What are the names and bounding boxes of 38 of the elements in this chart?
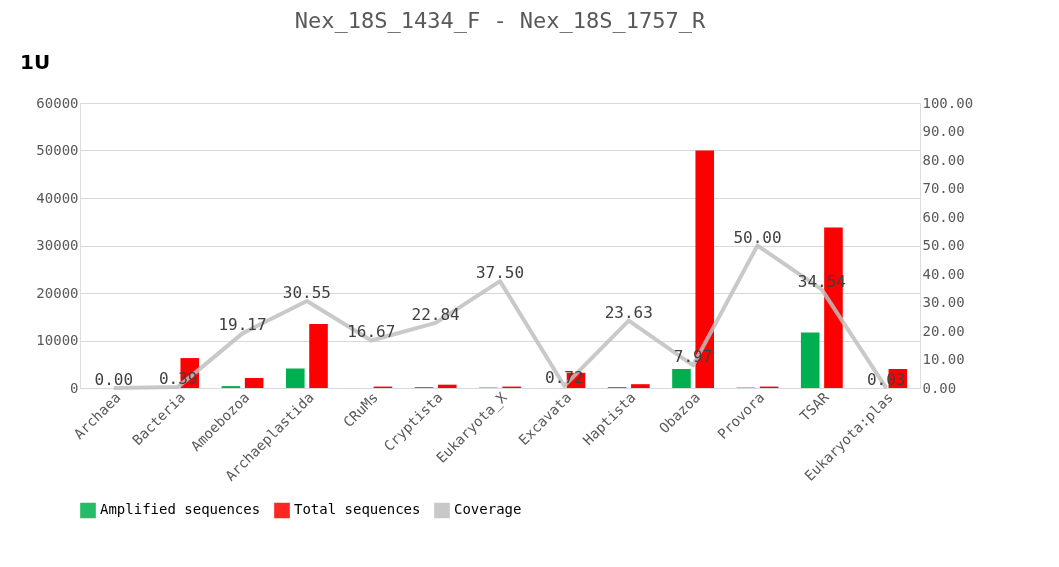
y2-tick-label: 0.00 bbox=[922, 379, 957, 396]
data-label: 23.63 bbox=[604, 302, 653, 322]
y2-tick-label: 70.00 bbox=[922, 180, 965, 196]
bar bbox=[285, 368, 305, 388]
y-tick-label: 40000 bbox=[36, 189, 79, 206]
data-label: 50.00 bbox=[733, 227, 782, 247]
y-tick-label: 60000 bbox=[36, 94, 79, 111]
data-label: 37.50 bbox=[475, 263, 525, 283]
data-label: 22.84 bbox=[411, 304, 460, 324]
y2-tick-label: 90.00 bbox=[922, 123, 965, 139]
data-label: 16.67 bbox=[347, 322, 396, 342]
y-tick-label: 10000 bbox=[36, 332, 79, 348]
bar bbox=[672, 369, 691, 388]
legend-label: Total sequences bbox=[294, 501, 421, 518]
y2-tick-label: 40.00 bbox=[922, 265, 965, 282]
y2-tick-label: 80.00 bbox=[922, 151, 965, 168]
bar bbox=[800, 332, 820, 388]
y-tick-label: 30000 bbox=[36, 237, 79, 253]
legend-label: Amplified sequences bbox=[100, 501, 261, 518]
y-tick-label: 20000 bbox=[36, 284, 79, 301]
data-label: 0.00 bbox=[94, 370, 134, 389]
data-label: 30.55 bbox=[282, 282, 331, 302]
y-tick-label: 0 bbox=[70, 379, 79, 396]
bar bbox=[244, 378, 264, 388]
y2-tick-label: 30.00 bbox=[922, 294, 965, 310]
y2-tick-label: 10.00 bbox=[922, 351, 965, 367]
chart-title: Nex_18S_1434_F - Nex_18S_1757_R bbox=[294, 8, 707, 33]
text: 1U bbox=[20, 50, 51, 74]
bar bbox=[631, 384, 650, 388]
y2-tick-label: 100.00 bbox=[922, 94, 974, 111]
y2-tick-label: 20.00 bbox=[922, 322, 965, 339]
bar bbox=[309, 323, 328, 388]
data-label: 19.17 bbox=[218, 315, 267, 335]
y-tick-label: 50000 bbox=[36, 142, 79, 158]
y2-tick-label: 60.00 bbox=[922, 208, 965, 225]
legend-label: Coverage bbox=[454, 501, 522, 518]
bar bbox=[437, 384, 457, 388]
y2-tick-label: 50.00 bbox=[922, 237, 965, 253]
